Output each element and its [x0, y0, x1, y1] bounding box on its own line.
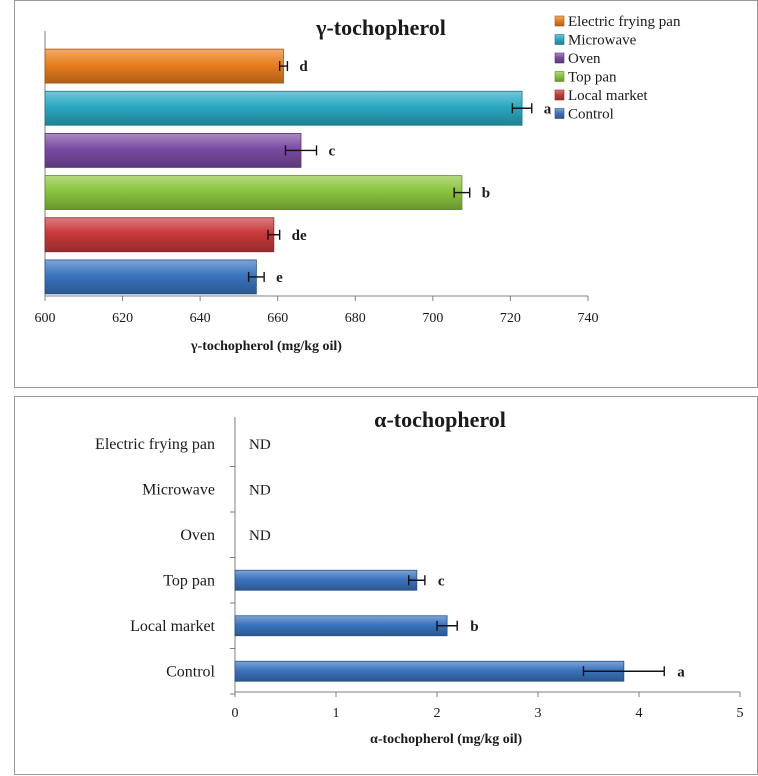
- legend-swatch: [554, 71, 565, 82]
- legend-swatch: [554, 108, 565, 119]
- gamma-tocopherol-chart-panel: γ-tochopherol 600 620 640 660 680 700 720 740 γ-t…: [14, 0, 758, 388]
- chart-title: γ-tochopherol: [315, 15, 446, 40]
- x-tick-label: 2: [434, 706, 441, 721]
- y-category-label: Local market: [130, 618, 215, 635]
- significance-letter: de: [292, 228, 307, 244]
- legend-swatch: [554, 52, 565, 64]
- x-tick-label: 740: [578, 311, 599, 326]
- not-detected-label: ND: [249, 437, 271, 453]
- bar: [234, 615, 448, 637]
- y-category-label: Electric frying pan: [95, 436, 215, 453]
- legend-swatch: [554, 89, 565, 101]
- x-tick-label: 5: [737, 706, 744, 721]
- legend-label: Local market: [568, 88, 648, 104]
- alpha-tocopherol-chart: α-tochopherol 0 1 2 3 4 5 α-tochopherol (mg/kg …: [95, 407, 744, 747]
- x-axis-label: α-tochopherol (mg/kg oil): [370, 732, 523, 747]
- x-tick-label: 620: [112, 311, 133, 326]
- alpha-tocopherol-chart-panel: α-tochopherol 0 1 2 3 4 5 α-tochopherol (mg/kg …: [14, 396, 758, 775]
- significance-letter: e: [276, 270, 283, 286]
- bar: [44, 48, 284, 84]
- bar: [44, 90, 523, 126]
- significance-letter: c: [329, 143, 336, 159]
- y-category-label: Top pan: [163, 572, 215, 589]
- y-category-label: Oven: [180, 527, 215, 544]
- x-tick-label: 640: [190, 311, 211, 326]
- bar: [44, 175, 463, 210]
- x-tick-label: 720: [500, 311, 521, 326]
- significance-letter: b: [470, 619, 478, 635]
- x-tick-label: 680: [345, 311, 366, 326]
- legend-label: Oven: [568, 51, 601, 67]
- x-axis-label: γ-tochopherol (mg/kg oil): [190, 339, 342, 354]
- legend-label: Top pan: [568, 70, 617, 86]
- significance-letter: a: [544, 101, 552, 117]
- y-category-label: Microwave: [142, 481, 215, 498]
- chart-title: α-tochopherol: [374, 407, 506, 432]
- legend-label: Control: [568, 107, 614, 123]
- gamma-tocopherol-chart: γ-tochopherol 600 620 640 660 680 700 720 740 γ-t…: [35, 14, 681, 354]
- bar: [44, 259, 257, 295]
- legend-swatch: [554, 15, 565, 27]
- x-tick-label: 700: [422, 311, 443, 326]
- bar: [234, 569, 418, 591]
- bar: [44, 217, 275, 253]
- significance-letter: a: [677, 664, 685, 680]
- legend-label: Electric frying pan: [568, 14, 681, 30]
- significance-letter: d: [299, 59, 308, 75]
- bar: [44, 133, 302, 168]
- not-detected-label: ND: [249, 528, 271, 544]
- x-tick-label: 660: [267, 311, 288, 326]
- significance-letter: c: [438, 573, 445, 589]
- significance-letter: b: [482, 186, 490, 202]
- x-tick-label: 4: [636, 706, 643, 721]
- not-detected-label: ND: [249, 482, 271, 498]
- x-tick-label: 3: [535, 706, 542, 721]
- bar: [234, 660, 625, 682]
- legend-label: Microwave: [568, 33, 637, 49]
- x-tick-label: 0: [232, 706, 239, 721]
- y-category-label: Control: [166, 663, 215, 680]
- legend-swatch: [554, 34, 565, 45]
- x-tick-label: 600: [35, 311, 56, 326]
- x-tick-label: 1: [333, 706, 340, 721]
